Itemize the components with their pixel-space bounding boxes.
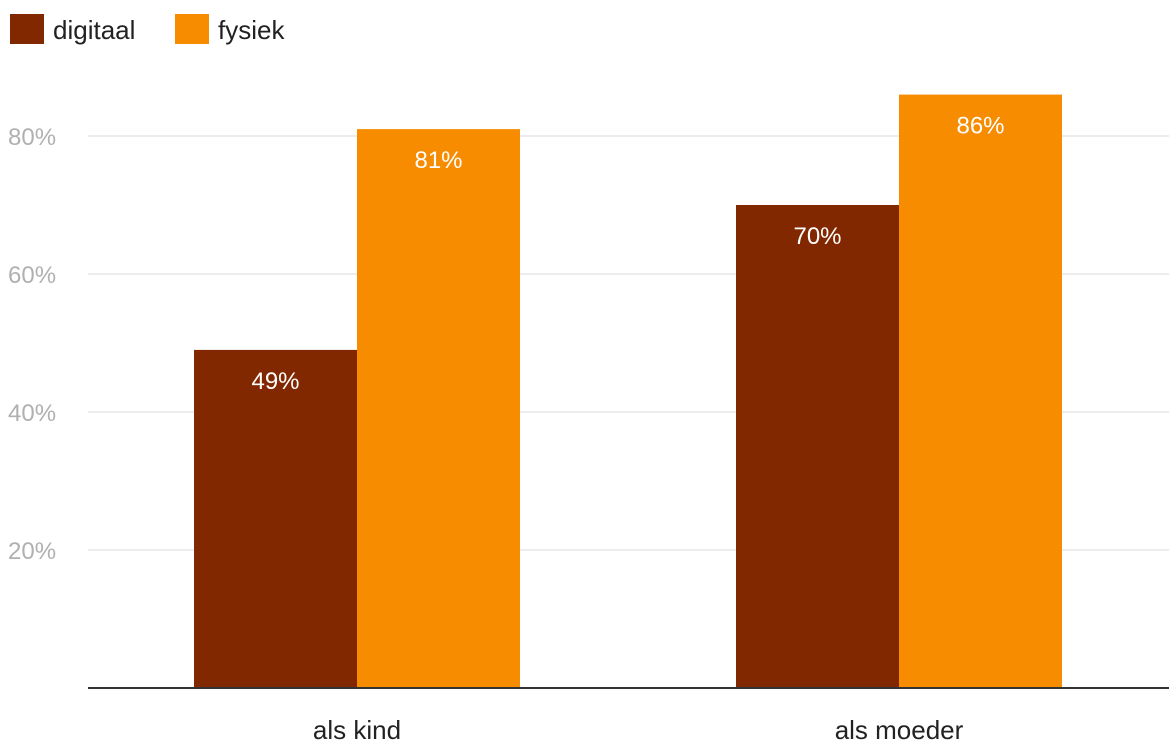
data-label-fysiek-1: 86% [956, 113, 1004, 140]
bar-digitaal-1 [736, 205, 899, 688]
bars [194, 94, 1062, 689]
bar-digitaal-0 [194, 349, 357, 688]
data-labels: 49% 81% 70% 86% [251, 113, 1004, 395]
legend-swatch-digitaal [10, 14, 44, 44]
legend-label-digitaal: digitaal [53, 15, 135, 45]
legend: digitaal fysiek [10, 14, 285, 45]
data-label-fysiek-0: 81% [414, 147, 462, 174]
x-axis-labels: als kind als moeder [313, 715, 964, 744]
data-label-digitaal-0: 49% [251, 368, 299, 395]
bar-fysiek-0 [357, 129, 520, 689]
legend-label-fysiek: fysiek [218, 15, 285, 45]
y-tick-label-60: 60% [8, 262, 56, 289]
x-category-label-1: als moeder [835, 715, 964, 744]
x-category-label-0: als kind [313, 715, 401, 744]
legend-swatch-fysiek [175, 14, 209, 44]
y-axis-ticks: 20% 40% 60% 80% [8, 124, 56, 565]
y-tick-label-20: 20% [8, 538, 56, 565]
y-tick-label-80: 80% [8, 124, 56, 151]
data-label-digitaal-1: 70% [793, 223, 841, 250]
bar-fysiek-1 [899, 94, 1062, 689]
y-tick-label-40: 40% [8, 400, 56, 427]
